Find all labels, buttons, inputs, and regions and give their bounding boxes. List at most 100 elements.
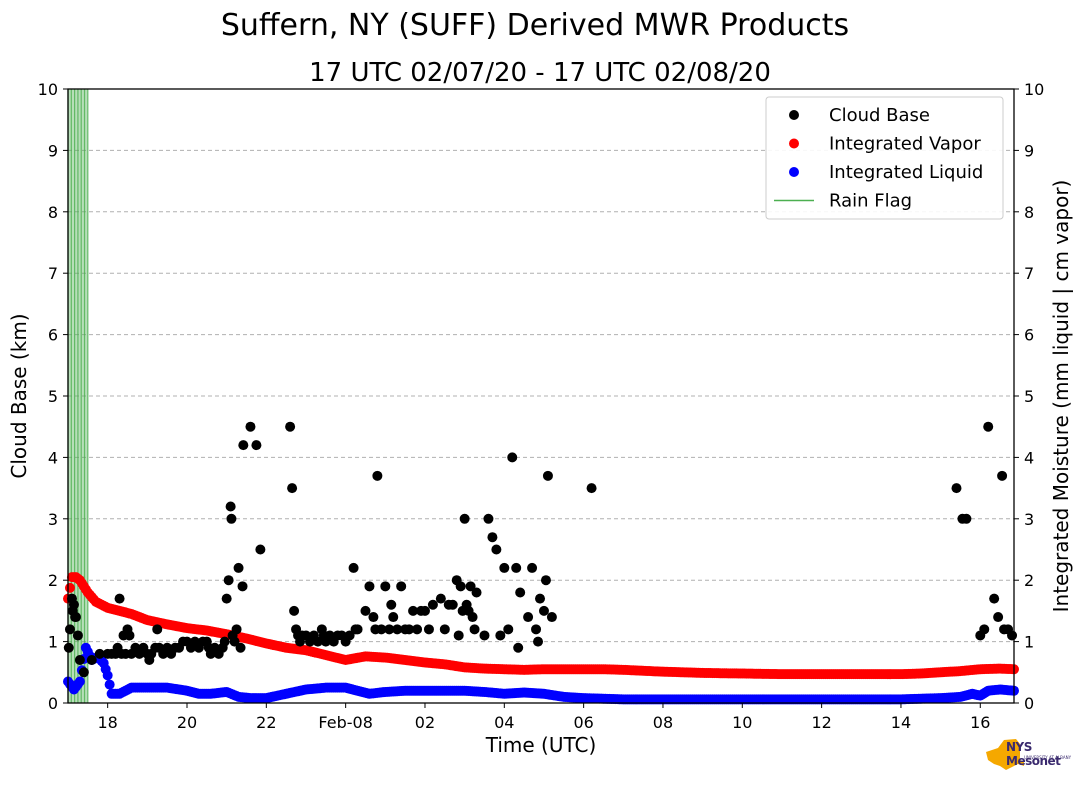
cloud-base-point — [983, 421, 994, 432]
cloud-base-point — [229, 636, 240, 647]
x-axis: 18 20 22 Feb-08 02 04 06 08 10 12 14 16 — [97, 703, 990, 732]
y2-tick-label: 7 — [1024, 264, 1034, 283]
liquid-point — [74, 676, 85, 687]
cloud-base-point — [124, 630, 135, 641]
y-tick-label: 4 — [48, 448, 58, 467]
y-tick-label: 0 — [48, 694, 58, 713]
cloud-base-point — [979, 624, 990, 635]
cloud-base-point — [86, 655, 97, 666]
cloud-base-point — [491, 544, 502, 555]
cloud-base-point — [423, 624, 434, 635]
cloud-base-point — [63, 642, 74, 653]
cloud-base-point — [1007, 630, 1018, 641]
cloud-base-point — [372, 470, 383, 481]
cloud-base-point — [467, 612, 478, 623]
legend-label: Rain Flag — [829, 191, 912, 212]
nys-mesonet-logo: NYS Mesonet UNIVERSITY AT ALBANY — [984, 738, 1079, 774]
cloud-base-point — [507, 452, 518, 463]
legend-box — [765, 96, 1004, 220]
x-tick-label: 18 — [97, 713, 117, 732]
cloud-base-point — [527, 562, 538, 573]
cloud-base-point — [287, 483, 298, 494]
y-tick-label: 2 — [48, 571, 58, 590]
y2-tick-label: 5 — [1024, 387, 1034, 406]
cloud-base-point — [535, 593, 546, 604]
y2-tick-label: 1 — [1024, 633, 1034, 652]
cloud-base-point — [78, 667, 89, 678]
x-tick-label: 16 — [970, 713, 990, 732]
y-tick-label: 1 — [48, 633, 58, 652]
cloud-base-point — [951, 483, 962, 494]
cloud-base-point — [469, 624, 480, 635]
cloud-base-point — [989, 593, 1000, 604]
x-tick-label: 20 — [177, 713, 197, 732]
x-tick-label: 08 — [653, 713, 673, 732]
cloud-base-point — [523, 612, 534, 623]
cloud-base-point — [465, 581, 476, 592]
cloud-base-point — [533, 636, 544, 647]
legend-label: Integrated Vapor — [829, 134, 981, 155]
cloud-base-point — [483, 513, 494, 524]
cloud-base-point — [439, 624, 450, 635]
legend-marker-dot — [789, 138, 799, 149]
ny-state-shape-icon — [986, 739, 1024, 770]
cloud-base-point — [427, 599, 438, 610]
y-axis-left: 0 1 2 3 4 5 6 7 8 9 10 — [38, 80, 68, 713]
y-tick-label: 3 — [48, 510, 58, 529]
cloud-base-point — [487, 532, 498, 543]
cloud-base-point — [233, 562, 244, 573]
series-integrated-vapor — [63, 572, 1019, 680]
series-integrated-liquid — [63, 642, 1019, 705]
cloud-base-point — [384, 624, 395, 635]
y-tick-label: 6 — [48, 326, 58, 345]
cloud-base-point — [235, 642, 246, 653]
logo-text: NYS Mesonet — [1006, 740, 1061, 768]
cloud-base-point — [312, 636, 323, 647]
y2-tick-label: 8 — [1024, 203, 1034, 222]
cloud-base-point — [152, 624, 163, 635]
cloud-base-point — [540, 575, 551, 586]
y-tick-label: 5 — [48, 387, 58, 406]
cloud-base-point — [531, 624, 542, 635]
y2-tick-label: 4 — [1024, 448, 1034, 467]
cloud-base-point — [245, 421, 256, 432]
cloud-base-point — [538, 605, 549, 616]
y-tick-label: 9 — [48, 141, 58, 160]
cloud-base-point — [238, 440, 249, 451]
x-tick-label: 02 — [415, 713, 435, 732]
cloud-base-point — [419, 605, 430, 616]
cloud-base-point — [386, 599, 397, 610]
cloud-base-point — [226, 513, 237, 524]
y-tick-label: 10 — [38, 80, 58, 99]
cloud-base-point — [542, 470, 553, 481]
cloud-base-point — [64, 624, 75, 635]
cloud-base-point — [961, 513, 972, 524]
cloud-base-point — [993, 612, 1004, 623]
chart-subtitle: 17 UTC 02/07/20 - 17 UTC 02/08/20 — [309, 58, 771, 88]
cloud-base-point — [503, 624, 514, 635]
x-tick-label: 22 — [256, 713, 276, 732]
logo-subtext: UNIVERSITY AT ALBANY — [1024, 755, 1072, 760]
vapor-point — [64, 582, 75, 593]
cloud-base-point — [251, 440, 262, 451]
cloud-base-point — [231, 624, 242, 635]
gridlines — [68, 149, 1014, 643]
cloud-base-point — [586, 483, 597, 494]
cloud-base-point — [72, 630, 83, 641]
cloud-base-point — [453, 630, 464, 641]
cloud-base-point — [255, 544, 266, 555]
x-tick-label: 04 — [494, 713, 514, 732]
x-tick-label: 14 — [891, 713, 911, 732]
cloud-base-point — [404, 624, 415, 635]
x-tick-label: Feb-08 — [318, 713, 372, 732]
x-tick-label: 12 — [811, 713, 831, 732]
y-tick-label: 8 — [48, 203, 58, 222]
cloud-base-point — [499, 562, 510, 573]
y-tick-label: 7 — [48, 264, 58, 283]
series-layer — [63, 421, 1019, 705]
series-cloud-base — [63, 421, 1018, 678]
cloud-base-point — [237, 581, 248, 592]
y-axis-label: Cloud Base (km) — [7, 313, 31, 478]
cloud-base-point — [364, 581, 375, 592]
